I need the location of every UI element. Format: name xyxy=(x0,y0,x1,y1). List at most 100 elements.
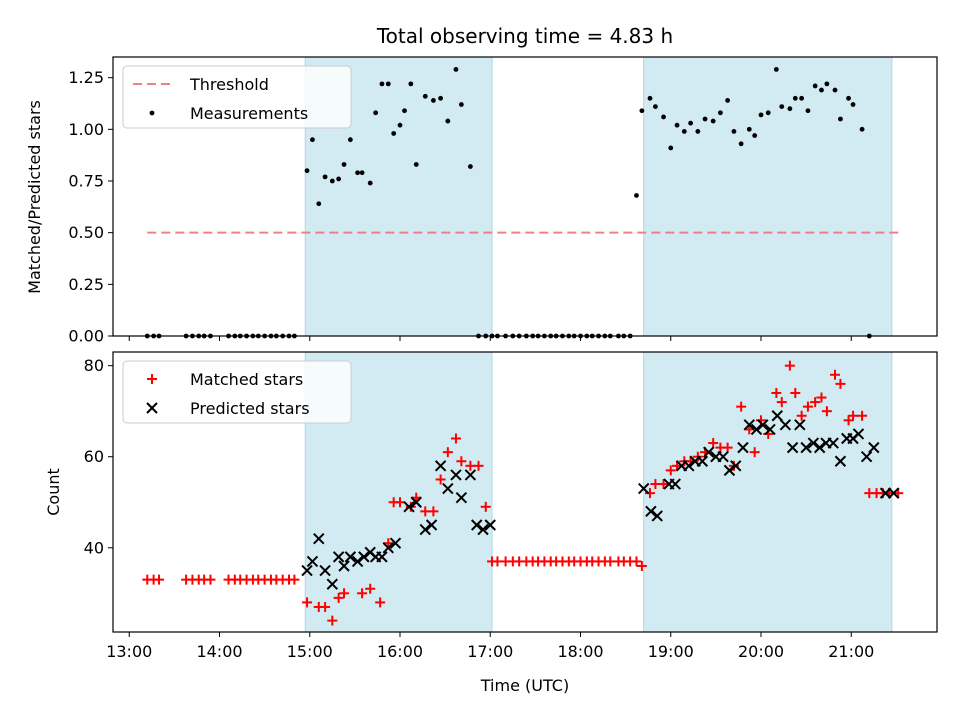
data-point xyxy=(484,519,496,531)
data-point xyxy=(665,465,676,476)
data-point xyxy=(336,176,342,182)
data-point xyxy=(306,555,319,568)
data-point-b xyxy=(852,428,865,440)
x-tick-label: 15:00 xyxy=(287,642,333,661)
data-point xyxy=(846,95,851,101)
data-point-b xyxy=(306,555,319,568)
data-point xyxy=(645,505,657,518)
data-point-b xyxy=(450,469,462,481)
data-point xyxy=(379,81,385,87)
data-point xyxy=(819,87,824,93)
data-point xyxy=(746,126,752,132)
data-point xyxy=(799,95,805,101)
data-point xyxy=(344,551,357,563)
y-tick-label: 1.00 xyxy=(68,120,104,139)
y-tick-label: 40 xyxy=(84,538,104,557)
data-point-b xyxy=(301,564,313,577)
top-axes-frame xyxy=(112,56,938,337)
data-point-b xyxy=(868,441,880,454)
data-point xyxy=(408,81,414,87)
data-point-b xyxy=(813,441,826,454)
data-point xyxy=(800,441,812,454)
data-point xyxy=(695,129,701,134)
data-point xyxy=(857,410,868,421)
y-tick-label: 0.25 xyxy=(68,275,104,294)
data-point-b xyxy=(771,410,783,422)
data-point xyxy=(631,556,642,567)
data-point xyxy=(422,93,428,99)
data-point xyxy=(332,551,345,563)
data-point-b xyxy=(683,460,695,472)
data-point xyxy=(807,437,820,449)
data-point-b xyxy=(737,441,749,454)
data-point-b xyxy=(669,478,681,490)
data-point xyxy=(830,369,841,380)
legend-swatch xyxy=(146,402,158,414)
data-point xyxy=(790,387,801,398)
data-point xyxy=(647,95,653,101)
data-point xyxy=(848,410,859,421)
data-point xyxy=(467,164,473,169)
data-point xyxy=(868,441,880,454)
data-point xyxy=(750,423,763,436)
legend-box xyxy=(122,65,352,129)
data-point xyxy=(320,601,331,612)
data-point-b xyxy=(651,510,663,522)
data-point xyxy=(480,501,491,512)
data-point xyxy=(816,392,827,403)
data-point xyxy=(425,519,438,531)
data-point xyxy=(696,455,709,467)
legend-label: Predicted stars xyxy=(190,399,310,418)
data-point-b xyxy=(471,519,483,531)
data-point xyxy=(322,174,328,180)
data-point-b xyxy=(743,419,755,431)
data-point-b xyxy=(645,505,657,518)
data-point xyxy=(702,446,715,458)
bottom-shaded-interval xyxy=(643,351,893,633)
data-point xyxy=(668,145,674,151)
bottom-y-axis-label: Count xyxy=(44,468,63,516)
data-point xyxy=(658,479,669,490)
data-point xyxy=(341,162,347,167)
top-panel-matched-predicted-ratio: 0.00 0.25 0.50 0.75 1.00 1.25 Threshold Measure… xyxy=(68,56,938,346)
top-legend: Threshold Measurements xyxy=(122,65,352,129)
data-point-b xyxy=(376,551,388,563)
data-point xyxy=(358,551,370,563)
data-point xyxy=(838,116,843,122)
data-point-b xyxy=(807,437,820,449)
data-point xyxy=(376,551,388,563)
data-point xyxy=(757,419,769,431)
data-point-b xyxy=(786,441,799,454)
data-point xyxy=(749,447,760,458)
data-point xyxy=(442,482,454,495)
data-point-b xyxy=(351,555,364,568)
data-point xyxy=(367,180,373,186)
data-point-b xyxy=(419,523,431,536)
data-point xyxy=(702,116,708,122)
data-point-b xyxy=(637,482,650,495)
data-point xyxy=(365,583,376,594)
data-point xyxy=(639,108,645,114)
data-point xyxy=(812,83,818,89)
data-point xyxy=(636,560,647,571)
x-tick-label: 19:00 xyxy=(648,642,694,661)
y-tick-label: 1.25 xyxy=(68,68,104,87)
data-point xyxy=(813,441,826,454)
data-point xyxy=(289,574,300,585)
data-point-b xyxy=(313,532,325,545)
data-point xyxy=(385,81,391,87)
data-point xyxy=(458,102,464,107)
data-point-b xyxy=(779,419,792,431)
data-point xyxy=(442,447,453,458)
legend-label: Measurements xyxy=(190,104,308,123)
data-point xyxy=(313,532,325,545)
data-point-b xyxy=(717,451,729,463)
data-point xyxy=(326,578,339,590)
top-series-measurements xyxy=(144,67,872,339)
data-point xyxy=(413,162,419,167)
data-point xyxy=(860,451,873,463)
data-point xyxy=(771,410,783,422)
data-point xyxy=(435,474,446,485)
data-point xyxy=(391,131,397,136)
